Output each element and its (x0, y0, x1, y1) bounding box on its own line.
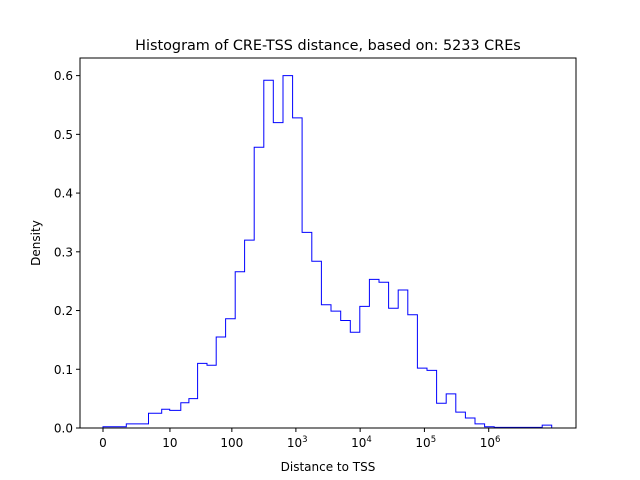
chart-title: Histogram of CRE-TSS distance, based on:… (135, 38, 521, 54)
x-tick-label: 106 (480, 435, 501, 450)
x-tick-label: 100 (220, 436, 243, 450)
x-tick-label: 0 (99, 436, 107, 450)
y-tick-label: 0.3 (54, 245, 73, 259)
x-axis-ticks: 0 10 100 103 104 105 106 (99, 428, 500, 450)
y-axis-ticks: 0.0 0.1 0.2 0.3 0.4 0.5 0.6 (54, 69, 80, 436)
x-tick-label: 10 (162, 436, 177, 450)
x-axis-label: Distance to TSS (281, 460, 376, 474)
y-tick-label: 0.6 (54, 69, 73, 83)
y-tick-label: 0.4 (54, 187, 73, 201)
plot-frame (79, 57, 577, 429)
x-tick-label: 105 (415, 435, 436, 450)
x-tick-label: 104 (351, 435, 372, 450)
x-tick-label: 103 (287, 435, 308, 450)
y-tick-label: 0.1 (54, 363, 73, 377)
y-axis-label: Density (29, 220, 43, 266)
y-tick-label: 0.5 (54, 128, 73, 142)
histogram-step-line (102, 75, 553, 428)
y-tick-label: 0.0 (54, 422, 73, 436)
y-tick-label: 0.2 (54, 304, 73, 318)
